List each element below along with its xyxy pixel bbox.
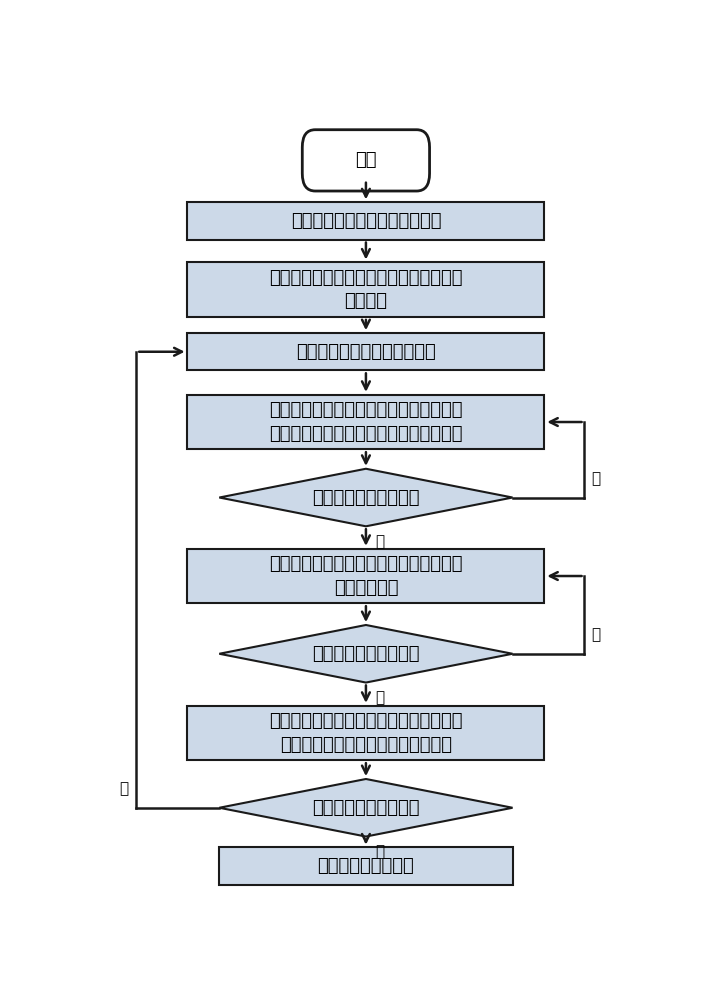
Text: 初始化星体量子位置和位置，将所有星体
进行排序: 初始化星体量子位置和位置，将所有星体 进行排序 xyxy=(269,269,463,310)
FancyBboxPatch shape xyxy=(188,549,544,603)
Text: 是: 是 xyxy=(375,844,384,859)
FancyBboxPatch shape xyxy=(219,847,513,885)
Polygon shape xyxy=(219,469,513,526)
Text: 是否达到最大循环次数: 是否达到最大循环次数 xyxy=(312,489,420,507)
Text: 是: 是 xyxy=(375,534,384,549)
Polygon shape xyxy=(219,779,513,837)
Text: 输出最优星体的位置: 输出最优星体的位置 xyxy=(318,857,414,875)
Text: 根据锦标赛选择机制进行选择: 根据锦标赛选择机制进行选择 xyxy=(296,343,436,361)
Text: 否: 否 xyxy=(591,628,600,643)
Text: 根据位置混沌变化更新量子旋转角，使用
模拟量子旋转门演化星系的寻优搜索过程: 根据位置混沌变化更新量子旋转角，使用 模拟量子旋转门演化星系的寻优搜索过程 xyxy=(269,401,463,443)
FancyBboxPatch shape xyxy=(188,262,544,317)
FancyBboxPatch shape xyxy=(188,202,544,240)
Text: 建立双层异构网络功率分配模型: 建立双层异构网络功率分配模型 xyxy=(291,212,441,230)
FancyBboxPatch shape xyxy=(188,706,544,760)
Polygon shape xyxy=(219,625,513,683)
FancyBboxPatch shape xyxy=(188,395,544,449)
Text: 否: 否 xyxy=(591,471,600,486)
Text: 是: 是 xyxy=(375,690,384,705)
Text: 是否达到最大迭代次数: 是否达到最大迭代次数 xyxy=(312,799,420,817)
Text: 否: 否 xyxy=(119,782,128,797)
Text: 将新得到的星系与进行完锦标赛选择的星
系混合，选出和原有规模相同的星系: 将新得到的星系与进行完锦标赛选择的星 系混合，选出和原有规模相同的星系 xyxy=(269,712,463,754)
Text: 开始: 开始 xyxy=(355,151,377,169)
FancyBboxPatch shape xyxy=(188,333,544,370)
FancyBboxPatch shape xyxy=(302,130,430,191)
Text: 将星体进行正向和负向旋转混沌移动，寻
找更优的星系: 将星体进行正向和负向旋转混沌移动，寻 找更优的星系 xyxy=(269,555,463,597)
Text: 是否达到最大循环次数: 是否达到最大循环次数 xyxy=(312,645,420,663)
